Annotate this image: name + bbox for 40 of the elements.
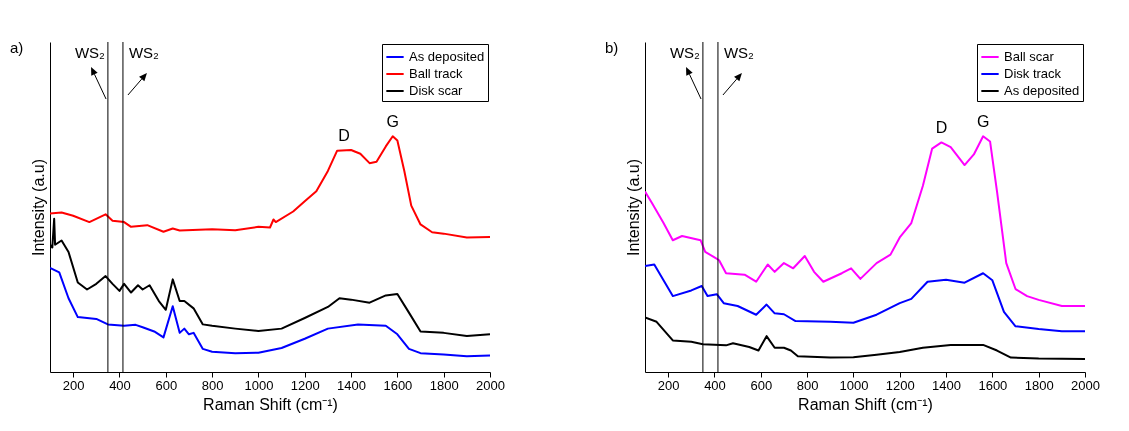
x-tick-label: 800 — [201, 377, 224, 393]
x-tick-label: 200 — [62, 377, 85, 393]
ref-line-label: WS₂ — [669, 44, 701, 61]
annotation: G — [386, 113, 399, 131]
annotation: D — [935, 119, 948, 137]
x-tick-label: 1800 — [1024, 377, 1054, 393]
x-tick-label: 600 — [155, 377, 178, 393]
x-axis-title: Raman Shift (cm⁻¹) — [203, 395, 338, 413]
x-tick-label: 1000 — [244, 377, 274, 393]
x-tick-label: 1400 — [932, 377, 962, 393]
annotation: G — [976, 113, 990, 131]
x-tick-label: 1600 — [978, 377, 1008, 393]
x-tick-label: 1800 — [429, 377, 459, 393]
ref-line-label: WS₂ — [723, 44, 755, 61]
x-tick-label: 1000 — [839, 377, 869, 393]
x-tick-label: 200 — [657, 377, 680, 393]
legend-label: Disk scar — [409, 83, 464, 98]
x-tick-label: 400 — [704, 377, 726, 393]
legend-label: As deposited — [409, 49, 485, 64]
x-tick-label: 1400 — [337, 377, 367, 393]
chart-title: a) — [10, 38, 24, 56]
x-tick-label: 600 — [750, 377, 773, 393]
x-tick-label: 1200 — [885, 377, 915, 393]
y-axis-title: Intensity (a.u) — [624, 159, 642, 256]
legend-label: As deposited — [1004, 83, 1080, 98]
x-tick-label: 2000 — [1071, 377, 1100, 393]
chart-title: b) — [605, 38, 619, 56]
x-tick-label: 2000 — [476, 377, 505, 393]
annotation: D — [338, 127, 350, 145]
ref-line-label: WS₂ — [74, 44, 106, 61]
legend-label: Ball scar — [1004, 49, 1055, 64]
x-tick-label: 400 — [109, 377, 131, 393]
legend-label: Disk track — [1004, 66, 1062, 81]
x-axis-title: Raman Shift (cm⁻¹) — [798, 395, 933, 413]
ref-line-label: WS₂ — [128, 44, 160, 61]
x-tick-label: 1600 — [383, 377, 413, 393]
y-axis-title: Intensity (a.u) — [29, 159, 47, 256]
x-tick-label: 800 — [796, 377, 819, 393]
legend-label: Ball track — [409, 66, 463, 81]
x-tick-label: 1200 — [290, 377, 320, 393]
